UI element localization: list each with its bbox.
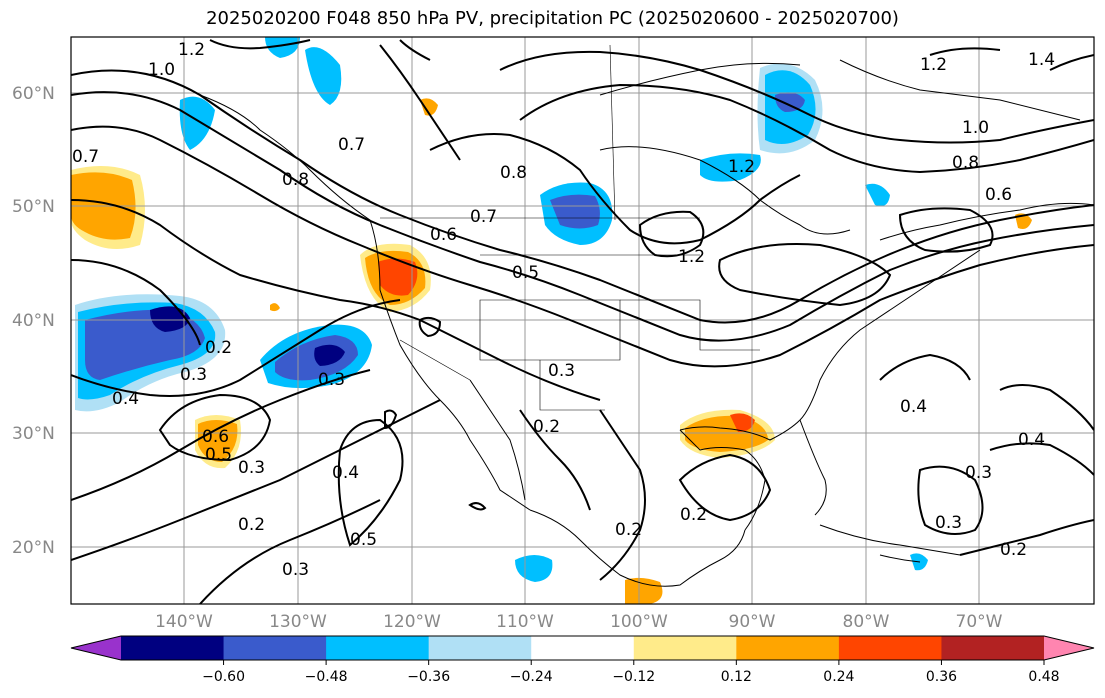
- colorbar-segment: [428, 636, 532, 660]
- colorbar-tick-label: 0.36: [926, 669, 957, 685]
- lon-label-70w: 70°W: [956, 612, 1003, 632]
- lon-label-90w: 90°W: [729, 612, 776, 632]
- political-borders: [380, 44, 760, 411]
- contour-label: 0.7: [470, 207, 497, 227]
- contour-label: 1.2: [728, 157, 755, 177]
- latitude-labels: 60°N 50°N 40°N 30°N 20°N: [12, 84, 55, 558]
- lat-label-40n: 40°N: [12, 311, 55, 331]
- contour-label: 0.5: [205, 445, 232, 465]
- contour-label: 0.4: [112, 389, 139, 409]
- colorbar-tick-label: −0.36: [407, 669, 450, 685]
- colorbar-tick-label: −0.48: [305, 669, 348, 685]
- contour-label: 0.5: [512, 263, 539, 283]
- contour-label: 1.0: [962, 118, 989, 138]
- colorbar-outline: [70, 635, 1095, 661]
- contour-label: 0.8: [500, 163, 527, 183]
- longitude-labels: 140°W 130°W 120°W 110°W 100°W 90°W 80°W …: [155, 612, 1003, 632]
- contour-label: 0.3: [935, 513, 962, 533]
- contour-label: 0.6: [985, 185, 1012, 205]
- colorbar-segment: [121, 636, 225, 660]
- lon-label-110w: 110°W: [496, 612, 554, 632]
- lon-label-120w: 120°W: [383, 612, 441, 632]
- lon-label-140w: 140°W: [155, 612, 213, 632]
- contour-label: 0.3: [548, 361, 575, 381]
- colorbar: −0.60 −0.48 −0.36 −0.24 −0.12 0.12 0.24 0.36 0.4…: [70, 635, 1095, 685]
- colorbar-segment: [326, 636, 430, 660]
- contour-label: 0.3: [318, 370, 345, 390]
- contour-label: 0.8: [952, 153, 979, 173]
- colorbar-segment: [531, 636, 635, 660]
- contour-label: 0.3: [180, 365, 207, 385]
- colorbar-segment: [223, 636, 327, 660]
- lon-label-80w: 80°W: [843, 612, 890, 632]
- lon-label-130w: 130°W: [269, 612, 327, 632]
- contour-label: 0.2: [615, 520, 642, 540]
- contour-label: 0.3: [282, 560, 309, 580]
- colorbar-segment: [838, 636, 942, 660]
- colorbar-segment: [633, 636, 737, 660]
- lon-label-100w: 100°W: [610, 612, 668, 632]
- contour-label: 1.2: [678, 247, 705, 267]
- pv-contours: [71, 39, 1094, 604]
- contour-label: 0.2: [205, 338, 232, 358]
- contour-label: 0.2: [680, 505, 707, 525]
- contour-label: 0.2: [1000, 540, 1027, 560]
- colorbar-tick-label: −0.24: [510, 669, 553, 685]
- colorbar-tick-label: 0.48: [1028, 669, 1059, 685]
- contour-label: 1.0: [148, 60, 175, 80]
- contour-label: 1.4: [1028, 50, 1055, 70]
- contour-label: 0.7: [338, 135, 365, 155]
- contour-label: 0.6: [430, 225, 457, 245]
- colorbar-tick-label: 0.12: [721, 669, 752, 685]
- lat-label-20n: 20°N: [12, 538, 55, 558]
- map-title: 2025020200 F048 850 hPa PV, precipitatio…: [206, 8, 899, 29]
- precipitation-shading: [71, 37, 1032, 604]
- contour-label: 0.8: [282, 170, 309, 190]
- map-gridlines: [71, 37, 1094, 604]
- colorbar-extend-max: [1044, 636, 1094, 660]
- colorbar-tick-label: −0.12: [612, 669, 655, 685]
- coastlines: [199, 59, 1094, 587]
- contour-label: 0.2: [238, 515, 265, 535]
- map-frame: [70, 36, 1095, 605]
- contour-label: 1.2: [178, 40, 205, 60]
- lat-label-30n: 30°N: [12, 424, 55, 444]
- contour-label: 0.3: [238, 458, 265, 478]
- contour-label: 0.2: [533, 417, 560, 437]
- contour-label: 0.6: [202, 427, 229, 447]
- colorbar-segment: [736, 636, 840, 660]
- colorbar-segment: [941, 636, 1045, 660]
- colorbar-tick-label: 0.24: [823, 669, 854, 685]
- colorbar-extend-min: [71, 636, 121, 660]
- contour-label: 0.3: [965, 463, 992, 483]
- contour-label: 0.4: [332, 463, 359, 483]
- contour-label: 0.4: [900, 397, 927, 417]
- lat-label-60n: 60°N: [12, 84, 55, 104]
- contour-label: 1.2: [920, 55, 947, 75]
- contour-label: 0.5: [350, 530, 377, 550]
- colorbar-tick-label: −0.60: [202, 669, 245, 685]
- contour-labels: 1.2 1.0 1.2 1.0 0.8 0.6 1.4 1.2 0.8 0.7 …: [72, 40, 1055, 580]
- lat-label-50n: 50°N: [12, 197, 55, 217]
- contour-label: 0.7: [72, 147, 99, 167]
- contour-label: 0.4: [1018, 430, 1045, 450]
